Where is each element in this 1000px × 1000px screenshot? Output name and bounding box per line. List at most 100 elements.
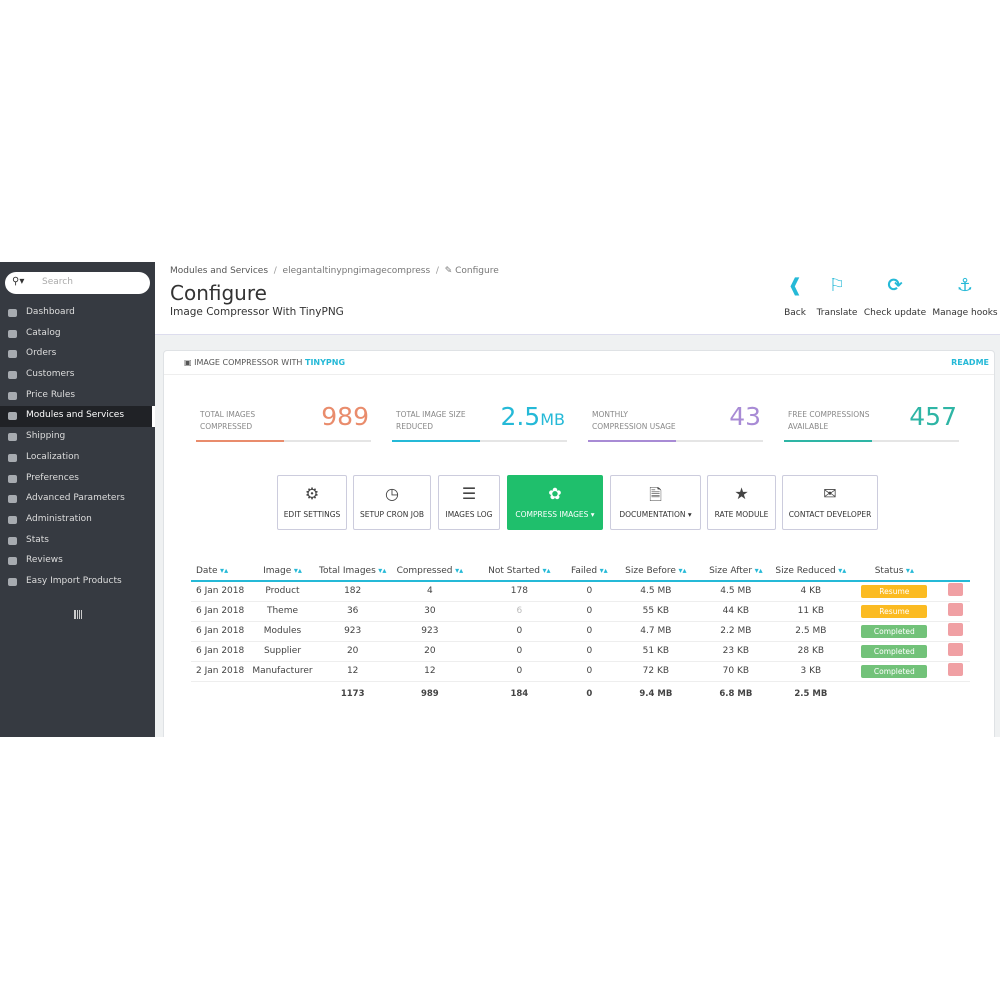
column-header[interactable]: Size Reduced — [773, 561, 849, 582]
menu-item[interactable]: Easy Import Products — [0, 572, 155, 593]
search-box[interactable]: ⚲▾ Search — [5, 272, 150, 294]
sidebar: ⚲▾ Search Dashboard Catalog Orders Customers… — [0, 262, 155, 737]
action-button[interactable]: ☰ IMAGES LOG — [438, 475, 500, 530]
cell: 0 — [565, 641, 614, 662]
status-badge[interactable]: Completed — [861, 664, 928, 678]
status-badge[interactable]: Resume — [861, 584, 928, 598]
table-row: 2 Jan 2018 Manufacturer 12 12 0 0 72 KB 70 KB 3 … — [191, 661, 971, 682]
breadcrumb-item[interactable]: elegantaltinypngimagecompress — [282, 266, 431, 276]
cell — [940, 601, 971, 622]
action-button[interactable]: ◷ SETUP CRON JOB — [353, 475, 431, 530]
action-button[interactable]: 🗎 DOCUMENTATION ▾ — [610, 475, 701, 530]
breadcrumb: Modules and Services / elegantaltinypngi… — [170, 266, 499, 276]
cell: 0 — [473, 641, 566, 662]
breadcrumb-item[interactable]: Modules and Services — [170, 266, 269, 276]
cell: 20 — [319, 641, 387, 662]
cell: 6 Jan 2018 — [191, 601, 246, 622]
menu-item[interactable]: Advanced Parameters — [0, 489, 155, 510]
column-header[interactable]: Status — [848, 561, 941, 582]
total-cell: 9.4 MB — [613, 680, 699, 707]
cell: Supplier — [246, 641, 319, 662]
column-header[interactable]: Compressed — [386, 561, 474, 582]
page-subtitle: Image Compressor With TinyPNG — [170, 306, 344, 318]
cell: 30 — [386, 601, 474, 622]
delete-button[interactable] — [947, 603, 963, 616]
cell: 923 — [319, 621, 387, 642]
cell: Completed — [848, 641, 941, 662]
cell: 6 — [473, 601, 566, 622]
menu-item[interactable]: Stats — [0, 531, 155, 552]
translate-icon[interactable]: ⚐ — [828, 275, 846, 296]
cell: 2 Jan 2018 — [191, 661, 246, 682]
images-table: DateImageTotal ImagesCompressedNot Start… — [191, 561, 971, 707]
cell: 11 KB — [773, 601, 849, 622]
stat-label: TOTAL IMAGES COMPRESSED — [200, 410, 256, 431]
menu-item[interactable]: Orders — [0, 344, 155, 365]
hooks-icon[interactable]: ⚓ — [956, 275, 974, 296]
cell — [848, 680, 941, 707]
module-panel: ▣ IMAGE COMPRESSOR WITH TINYPNG README T… — [163, 350, 995, 737]
button-label: RATE MODULE — [714, 510, 769, 519]
total-cell: 184 — [473, 680, 566, 707]
menu-item[interactable]: Catalog — [0, 324, 155, 345]
status-badge[interactable]: Completed — [861, 624, 928, 638]
cell: 182 — [319, 581, 387, 602]
column-header[interactable]: Failed — [565, 561, 614, 582]
cell: 6 Jan 2018 — [191, 621, 246, 642]
column-header[interactable]: Date — [191, 561, 246, 582]
cell — [940, 641, 971, 662]
cell: 28 KB — [773, 641, 849, 662]
status-badge[interactable]: Completed — [861, 644, 928, 658]
cell: 6 Jan 2018 — [191, 641, 246, 662]
readme-link[interactable]: README — [951, 358, 989, 367]
stat-value: 43 — [729, 402, 761, 431]
toolbar-button[interactable]: Translate — [816, 308, 858, 318]
menu-item[interactable]: Modules and Services — [0, 406, 155, 428]
cell: 3 KB — [773, 661, 849, 682]
collapse-icon[interactable] — [74, 610, 82, 619]
update-icon[interactable]: ⟳ — [887, 275, 903, 296]
cell — [940, 661, 971, 682]
button-label: COMPRESS IMAGES — [515, 510, 589, 519]
panel-title: IMAGE COMPRESSOR WITH — [194, 358, 303, 367]
cell: 4.5 MB — [613, 581, 699, 602]
menu: Dashboard Catalog Orders Customers Price Rul… — [0, 303, 155, 593]
column-header[interactable]: Size Before — [613, 561, 699, 582]
total-cell: 2.5 MB — [773, 680, 849, 707]
action-button[interactable]: ✿ COMPRESS IMAGES ▾ — [507, 475, 603, 530]
cell: 6 Jan 2018 — [191, 581, 246, 602]
delete-button[interactable] — [947, 623, 963, 636]
column-header[interactable]: Image — [246, 561, 319, 582]
menu-item[interactable]: Shipping — [0, 427, 155, 448]
action-button[interactable]: ⚙ EDIT SETTINGS — [277, 475, 347, 530]
column-header[interactable]: Not Started — [473, 561, 566, 582]
stat-number: 2.5 — [500, 402, 541, 431]
cell: Completed — [848, 661, 941, 682]
cell — [940, 621, 971, 642]
back-icon[interactable]: ❰ — [787, 275, 803, 296]
menu-item[interactable]: Dashboard — [0, 303, 155, 324]
action-button[interactable]: ✉ CONTACT DEVELOPER — [782, 475, 878, 530]
toolbar-button[interactable]: Check update — [863, 308, 927, 318]
cell: 0 — [473, 621, 566, 642]
status-badge[interactable]: Resume — [861, 604, 928, 618]
menu-item[interactable]: Price Rules — [0, 386, 155, 407]
delete-button[interactable] — [947, 643, 963, 656]
column-header[interactable]: Size After — [698, 561, 774, 582]
cell: 44 KB — [698, 601, 774, 622]
toolbar-button[interactable]: Manage hooks — [932, 308, 998, 318]
panel-heading: ▣ IMAGE COMPRESSOR WITH TINYPNG README — [164, 351, 994, 375]
menu-item[interactable]: Localization — [0, 448, 155, 469]
menu-item[interactable]: Administration — [0, 510, 155, 531]
menu-item[interactable]: Preferences — [0, 469, 155, 490]
delete-button[interactable] — [947, 663, 963, 676]
delete-button[interactable] — [947, 583, 963, 597]
toolbar-button[interactable]: Back — [784, 308, 806, 318]
cell: 178 — [473, 581, 566, 602]
cell — [246, 680, 319, 707]
menu-item[interactable]: Customers — [0, 365, 155, 386]
column-header[interactable]: Total Images — [319, 561, 387, 582]
action-button[interactable]: ★ RATE MODULE — [707, 475, 776, 530]
menu-item[interactable]: Reviews — [0, 551, 155, 572]
